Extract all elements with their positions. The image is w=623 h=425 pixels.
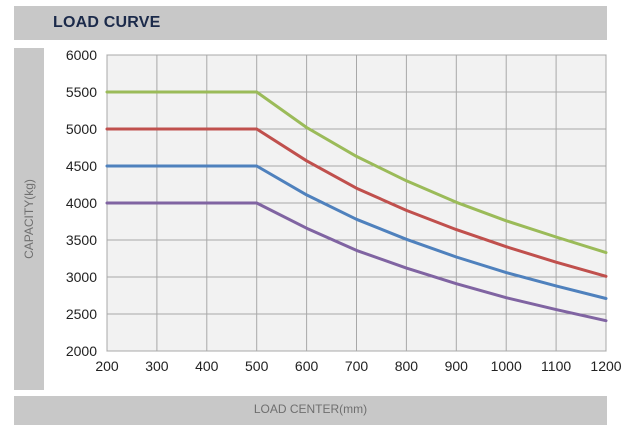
y-tick-label: 3500 (66, 232, 97, 248)
y-tick-label: 2500 (66, 306, 97, 322)
y-tick-label: 4000 (66, 195, 97, 211)
x-tick-label: 1200 (590, 358, 621, 374)
x-tick-label: 1100 (541, 358, 571, 374)
tick-labels: 200 300 400 500 600 700 800 900 1000 1100 1200 2000… (66, 47, 622, 374)
chart-header-bar: LOAD CURVE (14, 6, 607, 40)
series-lines (105, 90, 608, 323)
y-tick-label: 6000 (66, 47, 97, 63)
x-tick-label: 800 (395, 358, 419, 374)
x-tick-label: 300 (145, 358, 169, 374)
chart-title: LOAD CURVE (53, 14, 161, 31)
y-tick-label: 5000 (66, 121, 97, 137)
y-tick-label: 2000 (66, 343, 97, 359)
x-tick-label: 500 (245, 358, 269, 374)
series-line-3 (105, 164, 608, 300)
series-line-2 (105, 127, 608, 278)
x-tick-label: 200 (95, 358, 119, 374)
series-line-4 (105, 201, 608, 323)
x-tick-label: 600 (295, 358, 319, 374)
x-tick-label: 900 (445, 358, 469, 374)
x-tick-label: 1000 (491, 358, 522, 374)
y-tick-label: 4500 (66, 158, 97, 174)
series-line-1 (105, 90, 608, 255)
x-tick-label: 400 (195, 358, 219, 374)
x-axis-label: LOAD CENTER(mm) (253, 402, 368, 416)
y-tick-label: 5500 (66, 84, 97, 100)
x-tick-label: 700 (345, 358, 369, 374)
x-axis-label-bar: LOAD CENTER(mm) (14, 396, 607, 425)
y-axis-label-bar (14, 48, 44, 390)
y-tick-label: 3000 (66, 269, 97, 285)
